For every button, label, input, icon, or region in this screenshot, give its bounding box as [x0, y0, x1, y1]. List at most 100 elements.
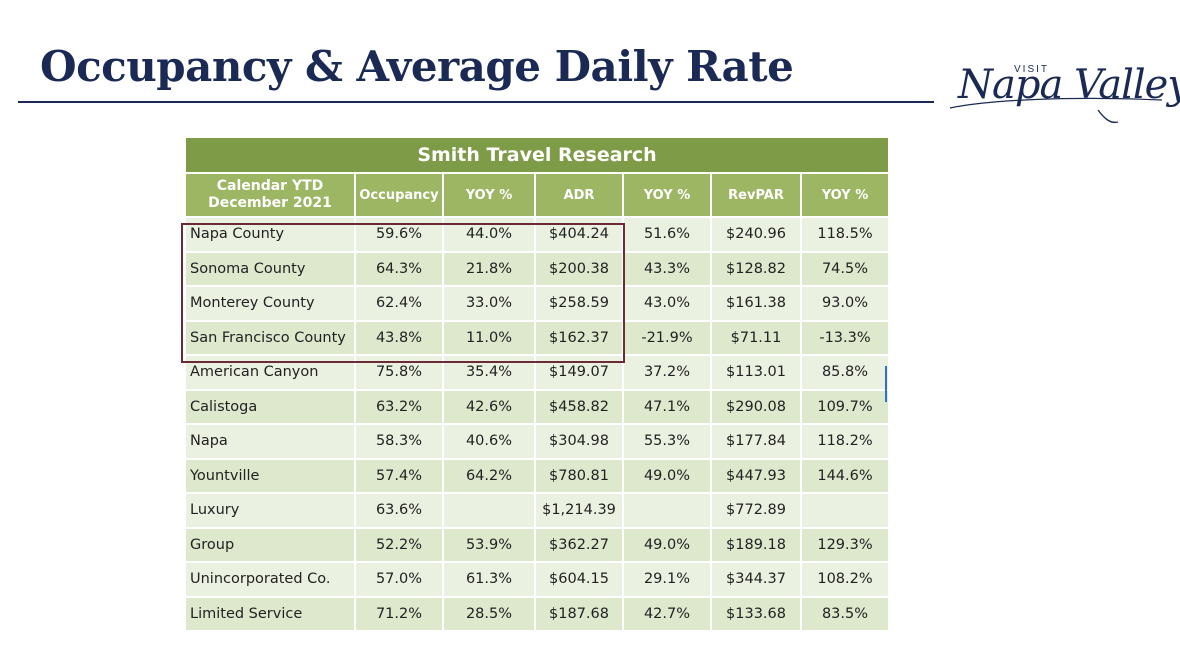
- table-cell: 29.1%: [622, 561, 712, 598]
- table-cell: $604.15: [534, 561, 624, 598]
- table-cell: $458.82: [534, 388, 624, 425]
- column-header: YOY %: [800, 172, 890, 218]
- selection-marker: [885, 366, 887, 402]
- table-cell: $304.98: [534, 423, 624, 460]
- table-cell: 108.2%: [800, 561, 890, 598]
- table-cell: 144.6%: [800, 457, 890, 494]
- table-cell: $780.81: [534, 457, 624, 494]
- table-cell: [800, 492, 890, 529]
- table-cell: 37.2%: [622, 354, 712, 391]
- table-row: Napa 58.3% 40.6% $304.98 55.3% $177.84 118.2%: [184, 423, 890, 460]
- table-cell: $71.11: [710, 319, 802, 356]
- column-header: Occupancy: [354, 172, 444, 218]
- table-cell: $133.68: [710, 595, 802, 632]
- table-cell: $161.38: [710, 285, 802, 322]
- table-cell: 53.9%: [442, 526, 536, 563]
- table-cell: 85.8%: [800, 354, 890, 391]
- table-cell: 64.3%: [354, 250, 444, 287]
- table-cell: 52.2%: [354, 526, 444, 563]
- table-cell: 49.0%: [622, 526, 712, 563]
- table-cell: 63.6%: [354, 492, 444, 529]
- table-cell: 64.2%: [442, 457, 536, 494]
- table-cell: $447.93: [710, 457, 802, 494]
- table-cell: 71.2%: [354, 595, 444, 632]
- table-cell: 47.1%: [622, 388, 712, 425]
- row-label-cell: Group: [184, 526, 356, 563]
- table-cell: 93.0%: [800, 285, 890, 322]
- table-row: Group 52.2% 53.9% $362.27 49.0% $189.18 129.3%: [184, 526, 890, 563]
- row-label-cell: Sonoma County: [184, 250, 356, 287]
- table-row: Limited Service 71.2% 28.5% $187.68 42.7% $13…: [184, 595, 890, 632]
- row-label-cell: Limited Service: [184, 595, 356, 632]
- table-cell: -21.9%: [622, 319, 712, 356]
- table-cell: 74.5%: [800, 250, 890, 287]
- column-header: YOY %: [622, 172, 712, 218]
- smith-travel-research-table: Smith Travel Research Calendar YTD Decem…: [184, 136, 890, 632]
- table-cell: $404.24: [534, 216, 624, 253]
- table-cell: 109.7%: [800, 388, 890, 425]
- table-row: Yountville 57.4% 64.2% $780.81 49.0% $447.93 1…: [184, 457, 890, 494]
- table-cell: $772.89: [710, 492, 802, 529]
- table-cell: $128.82: [710, 250, 802, 287]
- table-cell: 43.8%: [354, 319, 444, 356]
- table-row: Luxury 63.6% $1,214.39 $772.89: [184, 492, 890, 529]
- table-cell: $258.59: [534, 285, 624, 322]
- column-header: Calendar YTD December 2021: [184, 172, 356, 218]
- table-cell: $113.01: [710, 354, 802, 391]
- table-cell: 129.3%: [800, 526, 890, 563]
- logo-main-text: Napa Valley: [958, 62, 1180, 108]
- table-cell: 43.0%: [622, 285, 712, 322]
- row-label-cell: Calistoga: [184, 388, 356, 425]
- row-label-cell: San Francisco County: [184, 319, 356, 356]
- table-cell: $240.96: [710, 216, 802, 253]
- table-cell: $362.27: [534, 526, 624, 563]
- table-cell: $200.38: [534, 250, 624, 287]
- table-cell: $189.18: [710, 526, 802, 563]
- table-cell: 49.0%: [622, 457, 712, 494]
- column-header: ADR: [534, 172, 624, 218]
- table-cell: $177.84: [710, 423, 802, 460]
- table-row: Calistoga 63.2% 42.6% $458.82 47.1% $290.08 10…: [184, 388, 890, 425]
- table-cell: 11.0%: [442, 319, 536, 356]
- column-header: RevPAR: [710, 172, 802, 218]
- table-cell: 33.0%: [442, 285, 536, 322]
- row-label-cell: American Canyon: [184, 354, 356, 391]
- table-cell: 21.8%: [442, 250, 536, 287]
- table-row: Napa County 59.6% 44.0% $404.24 51.6% $240.96…: [184, 216, 890, 253]
- row-label-cell: Napa: [184, 423, 356, 460]
- table-cell: 58.3%: [354, 423, 444, 460]
- table-cell: 59.6%: [354, 216, 444, 253]
- table-cell: 51.6%: [622, 216, 712, 253]
- title-underline: [18, 101, 934, 103]
- table-cell: $149.07: [534, 354, 624, 391]
- table-caption: Smith Travel Research: [184, 136, 890, 174]
- column-header: YOY %: [442, 172, 536, 218]
- table-cell: $162.37: [534, 319, 624, 356]
- table-cell: 42.7%: [622, 595, 712, 632]
- table-row: Sonoma County 64.3% 21.8% $200.38 43.3% $128.…: [184, 250, 890, 287]
- table-cell: 55.3%: [622, 423, 712, 460]
- row-label-cell: Yountville: [184, 457, 356, 494]
- table-cell: 40.6%: [442, 423, 536, 460]
- table-row: Monterey County 62.4% 33.0% $258.59 43.0% $16…: [184, 285, 890, 322]
- table-cell: 75.8%: [354, 354, 444, 391]
- row-label-cell: Luxury: [184, 492, 356, 529]
- table-cell: 42.6%: [442, 388, 536, 425]
- table-cell: 57.0%: [354, 561, 444, 598]
- logo-visit-text: VISIT: [1014, 64, 1050, 75]
- row-label-cell: Napa County: [184, 216, 356, 253]
- table-cell: 35.4%: [442, 354, 536, 391]
- row-label-cell: Monterey County: [184, 285, 356, 322]
- visit-napa-valley-logo: VISIT Napa Valley: [948, 50, 1180, 126]
- table-row: American Canyon 75.8% 35.4% $149.07 37.2% $11…: [184, 354, 890, 391]
- table-cell: $290.08: [710, 388, 802, 425]
- table-body: Napa County 59.6% 44.0% $404.24 51.6% $240.96…: [184, 216, 890, 632]
- table-cell: $1,214.39: [534, 492, 624, 529]
- table-cell: 44.0%: [442, 216, 536, 253]
- table-cell: [442, 492, 536, 529]
- table-cell: 63.2%: [354, 388, 444, 425]
- table-cell: $187.68: [534, 595, 624, 632]
- table-cell: 118.5%: [800, 216, 890, 253]
- table-cell: [622, 492, 712, 529]
- table-cell: $344.37: [710, 561, 802, 598]
